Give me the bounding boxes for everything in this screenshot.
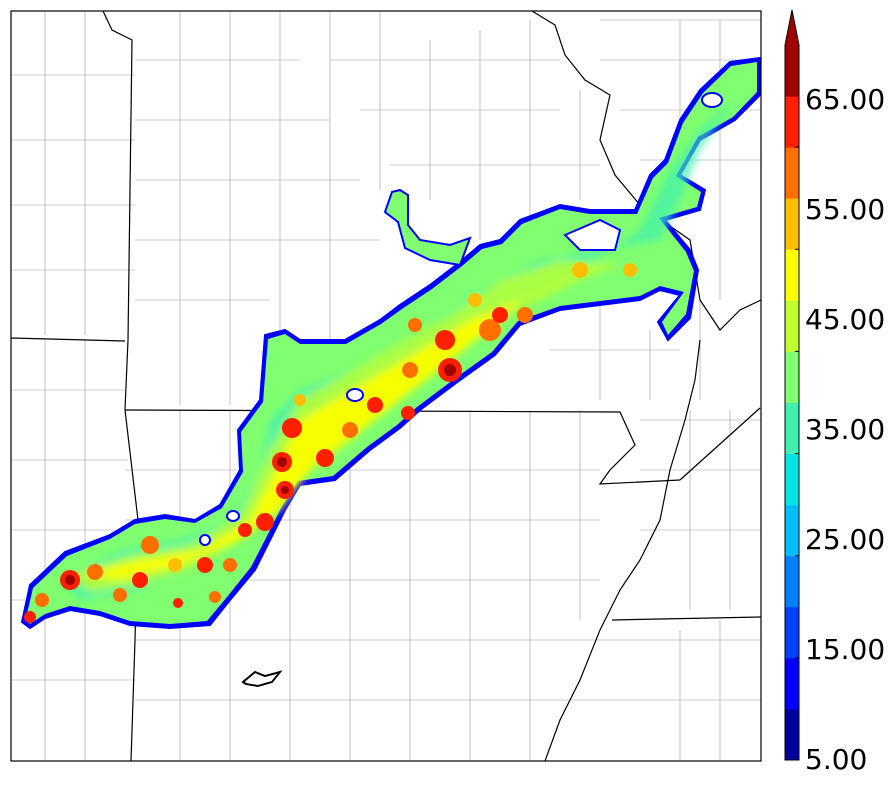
colorbar-level	[785, 147, 799, 199]
colorbar-level	[785, 351, 799, 403]
storm-swath	[20, 56, 761, 630]
colorbar-tick-label: 55.00	[805, 193, 886, 226]
colorbar-tick-label: 35.00	[805, 413, 886, 446]
colorbar-tick-label: 45.00	[805, 303, 886, 336]
colorbar-tick-label: 15.00	[805, 633, 886, 666]
colorbar-level	[785, 606, 799, 659]
colorbar-tick-label: 25.00	[805, 523, 886, 556]
colorbar-extend-arrow	[785, 10, 799, 45]
map-panel	[11, 11, 761, 761]
colorbar-level	[785, 300, 799, 352]
colorbar-level	[785, 45, 799, 97]
colorbar-level	[785, 402, 799, 455]
map-frame	[10, 10, 762, 762]
colorbar-level	[785, 657, 799, 710]
colorbar-level	[785, 555, 799, 608]
swath-holes	[199, 92, 723, 546]
colorbar-tick-label: 65.00	[805, 83, 886, 116]
colorbar	[784, 9, 800, 761]
colorbar-level	[785, 249, 799, 301]
swath-body	[26, 62, 757, 624]
colorbar-level	[785, 504, 799, 557]
colorbar-level	[785, 453, 799, 506]
high-reflectivity-cores	[24, 262, 637, 623]
colorbar-tick-label: 5.00	[805, 743, 868, 776]
colorbar-level	[785, 198, 799, 250]
colorbar-level	[785, 708, 799, 761]
colorbar-level	[785, 96, 799, 148]
